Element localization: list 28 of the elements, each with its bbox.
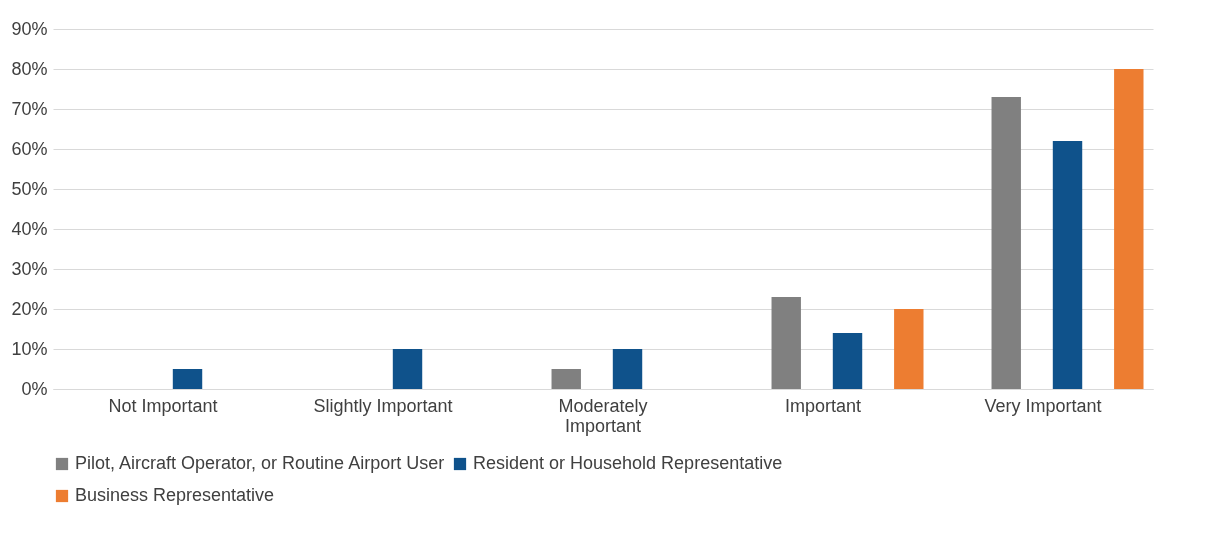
legend-label: Pilot, Aircraft Operator, or Routine Airport User	[75, 453, 445, 473]
bar	[551, 369, 581, 389]
y-tick-label: 40%	[11, 218, 48, 239]
y-tick-label: 80%	[11, 58, 48, 79]
y-tick-label: 90%	[11, 18, 48, 39]
bar	[1052, 141, 1083, 389]
bar	[832, 333, 863, 389]
y-tick-label: 70%	[11, 98, 48, 119]
y-tick-label: 20%	[11, 298, 48, 319]
bar	[612, 349, 643, 389]
bar	[392, 349, 423, 389]
legend-label: Resident or Household Representative	[473, 453, 783, 473]
y-tick-label: 50%	[11, 178, 48, 199]
bar	[771, 297, 801, 389]
legend-label: Business Representative	[75, 485, 275, 505]
bar	[172, 369, 203, 389]
x-tick-label: Very Important	[984, 395, 1102, 416]
y-tick-label: 10%	[11, 338, 48, 359]
bar	[1114, 69, 1144, 389]
y-tick-label: 0%	[21, 378, 48, 399]
x-tick-label: Important	[784, 395, 862, 416]
x-tick-label: Moderately Important	[558, 395, 648, 436]
y-tick-label: 60%	[11, 138, 48, 159]
bar	[991, 97, 1021, 389]
x-tick-label: Slightly Important	[313, 395, 453, 416]
y-tick-label: 30%	[11, 258, 48, 279]
x-tick-label: Not Important	[108, 395, 218, 416]
bar	[894, 309, 924, 389]
